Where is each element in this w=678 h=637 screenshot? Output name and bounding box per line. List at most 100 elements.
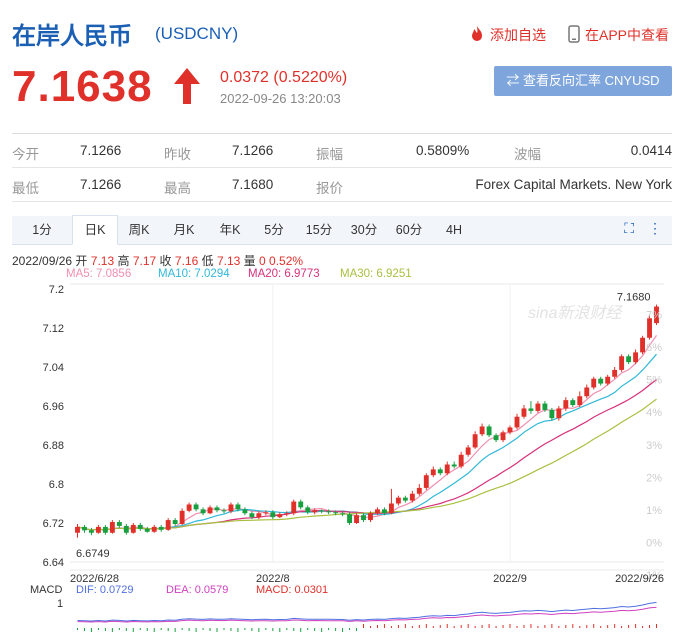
phone-icon bbox=[568, 25, 580, 43]
candle-body bbox=[235, 504, 241, 510]
tab-5min[interactable]: 5分 bbox=[264, 223, 284, 237]
tab-daily[interactable]: 日K bbox=[72, 215, 118, 245]
pct-tick-label: 0% bbox=[646, 538, 662, 550]
ma30-line bbox=[77, 398, 657, 531]
tab-60min[interactable]: 60分 bbox=[395, 223, 423, 237]
candle-body bbox=[528, 408, 534, 411]
add-watchlist-button[interactable]: 添加自选 bbox=[468, 22, 546, 45]
candle-body bbox=[102, 526, 108, 533]
prev-close-label: 昨收 bbox=[164, 147, 191, 162]
open-label: 今开 bbox=[12, 147, 39, 162]
tab-1min[interactable]: 1分 bbox=[32, 223, 52, 237]
y-tick-label: 7.04 bbox=[43, 362, 64, 374]
high-value: 7.1680 bbox=[232, 177, 274, 192]
candle-body bbox=[493, 435, 499, 441]
candle-body bbox=[305, 507, 311, 513]
candle-body bbox=[507, 427, 513, 433]
candle-body bbox=[291, 501, 297, 514]
candle-body bbox=[172, 520, 178, 524]
macd-legend: DEA: 0.0579 bbox=[166, 584, 228, 596]
candle-body bbox=[284, 513, 290, 515]
candle-body bbox=[130, 524, 136, 533]
candle-body bbox=[416, 487, 422, 494]
candle-body bbox=[116, 522, 122, 526]
open-label: 开 bbox=[75, 254, 88, 268]
candle-body bbox=[165, 520, 171, 530]
low-label: 最低 bbox=[12, 181, 39, 196]
candle-body bbox=[221, 510, 227, 512]
ohlc-close: 7.16 bbox=[174, 254, 199, 268]
chart-tools: ⛶ ⋮ bbox=[624, 220, 662, 237]
tab-30min[interactable]: 30分 bbox=[350, 223, 378, 237]
candle-body bbox=[193, 504, 199, 510]
candle-body bbox=[402, 497, 408, 501]
candle-body bbox=[500, 432, 506, 441]
candle-body bbox=[368, 513, 373, 521]
tab-weekly[interactable]: 周K bbox=[128, 223, 150, 237]
up-arrow-icon bbox=[174, 68, 200, 104]
tab-monthly[interactable]: 月K bbox=[173, 223, 195, 237]
ohlc-vol: 0 bbox=[259, 254, 266, 268]
candle-body bbox=[437, 469, 443, 474]
amplitude-value: 0.5809% bbox=[416, 143, 470, 158]
candle-body bbox=[109, 522, 115, 533]
candle-body bbox=[228, 504, 234, 512]
stats-row: 最低 7.1266 最高 7.1680 报价 Forex Capital Mar… bbox=[12, 168, 672, 202]
high-label: 最高 bbox=[164, 181, 191, 196]
pct-tick-label: 6% bbox=[646, 342, 662, 354]
header: 在岸人民币 (USDCNY) 添加自选 在APP中查看 bbox=[12, 14, 670, 50]
stats-table: 今开 7.1266 昨收 7.1266 振幅 0.5809% 波幅 0.0414… bbox=[12, 133, 672, 202]
candle-body bbox=[654, 306, 659, 324]
candle-body bbox=[88, 530, 94, 533]
x-tick-label: 2022/8 bbox=[256, 573, 290, 585]
y-tick-label: 6.64 bbox=[43, 557, 64, 569]
ohlc-readout: 2022/09/26 开 7.13 高 7.17 收 7.16 低 7.13 量… bbox=[12, 252, 303, 269]
period-tabs: 1分 日K 周K 月K 年K 5分 15分 30分 60分 4H ⛶ ⋮ bbox=[12, 215, 672, 245]
candle-body bbox=[409, 493, 415, 501]
candle-body bbox=[277, 514, 283, 518]
candle-body bbox=[465, 447, 471, 455]
view-in-app-button[interactable]: 在APP中查看 bbox=[567, 22, 669, 45]
candle-body bbox=[640, 337, 646, 353]
candle-body bbox=[151, 526, 157, 532]
amplitude-label: 振幅 bbox=[316, 147, 343, 162]
candle-body bbox=[242, 509, 248, 514]
reverse-rate-label: 查看反向汇率 CNYUSD bbox=[523, 73, 660, 88]
y-tick-label: 6.96 bbox=[43, 401, 64, 413]
candle-body bbox=[626, 356, 632, 363]
ma10-legend: MA10: 7.0294 bbox=[158, 268, 230, 280]
price-change: 0.0372 (0.5220%) bbox=[220, 69, 348, 86]
more-icon[interactable]: ⋮ bbox=[648, 220, 662, 236]
candle-body bbox=[207, 507, 213, 514]
candle-body bbox=[563, 400, 569, 409]
tab-4h[interactable]: 4H bbox=[446, 223, 462, 237]
candle-body bbox=[472, 434, 478, 448]
candle-body bbox=[375, 509, 380, 514]
candle-body bbox=[381, 509, 387, 514]
candle-body bbox=[430, 469, 436, 476]
candle-body bbox=[326, 511, 332, 513]
reverse-rate-button[interactable]: ⇄ 查看反向汇率 CNYUSD bbox=[494, 66, 672, 96]
tab-15min[interactable]: 15分 bbox=[305, 223, 333, 237]
candle-body bbox=[486, 426, 492, 436]
candle-body bbox=[647, 318, 652, 338]
candle-body bbox=[333, 512, 339, 514]
candle-body bbox=[340, 513, 346, 515]
candle-body bbox=[186, 504, 192, 511]
x-tick-label: 2022/6/28 bbox=[70, 573, 119, 585]
tab-yearly[interactable]: 年K bbox=[219, 223, 241, 237]
candle-body bbox=[312, 510, 318, 513]
pct-tick-label: 5% bbox=[646, 375, 662, 387]
candle-body bbox=[605, 376, 611, 384]
candle-body bbox=[347, 514, 353, 523]
candle-body bbox=[556, 408, 562, 419]
fullscreen-icon[interactable]: ⛶ bbox=[624, 220, 634, 236]
candle-body bbox=[577, 396, 583, 406]
flame-icon bbox=[472, 26, 482, 41]
ohlc-high: 7.17 bbox=[132, 254, 157, 268]
ohlc-date: 2022/09/26 bbox=[12, 254, 73, 268]
candle-body bbox=[158, 526, 164, 530]
candle-body bbox=[451, 464, 457, 467]
volatility-value: 0.0414 bbox=[630, 143, 672, 158]
